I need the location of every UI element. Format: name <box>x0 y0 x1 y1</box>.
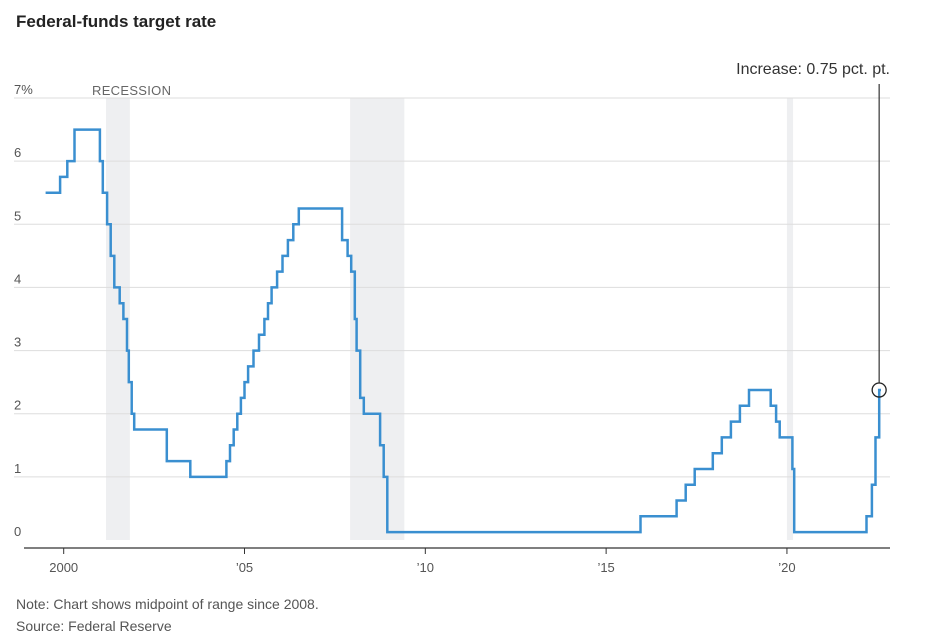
y-tick-label-2: 2 <box>14 398 21 413</box>
increase-annotation: Increase: 0.75 pct. pt. <box>736 61 890 78</box>
y-tick-label-5: 5 <box>14 208 21 223</box>
chart-title: Federal-funds target rate <box>16 12 217 31</box>
highlight-point <box>871 382 887 398</box>
y-tick-label-3: 3 <box>14 335 21 350</box>
y-tick-label-0: 0 <box>14 524 21 539</box>
y-tick-label-6: 6 <box>14 145 21 160</box>
y-axis-ticks: 0 1 2 3 4 5 6 7% <box>14 82 33 539</box>
recession-band-1 <box>350 98 405 540</box>
y-tick-label-4: 4 <box>14 271 21 286</box>
chart-note: Note: Chart shows midpoint of range sinc… <box>16 596 319 612</box>
x-tick-label-2020: ’20 <box>778 560 795 575</box>
x-tick-label-2010: ’10 <box>417 560 434 575</box>
recession-band-0 <box>106 98 130 540</box>
recession-label: RECESSION <box>92 83 171 98</box>
x-tick-label-2005: ’05 <box>236 560 253 575</box>
x-tick-label-2015: ’15 <box>597 560 614 575</box>
x-axis-ticks: 2000 ’05 ’10 ’15 ’20 <box>24 547 890 575</box>
series-line-fed-funds-rate <box>45 128 881 534</box>
chart-source: Source: Federal Reserve <box>16 618 172 634</box>
recession-bands <box>106 98 794 540</box>
recession-band-2 <box>786 98 794 540</box>
gridlines <box>14 97 890 478</box>
x-tick-label-2000: 2000 <box>49 560 78 575</box>
y-tick-label-7: 7% <box>14 82 33 97</box>
y-tick-label-1: 1 <box>14 461 21 476</box>
